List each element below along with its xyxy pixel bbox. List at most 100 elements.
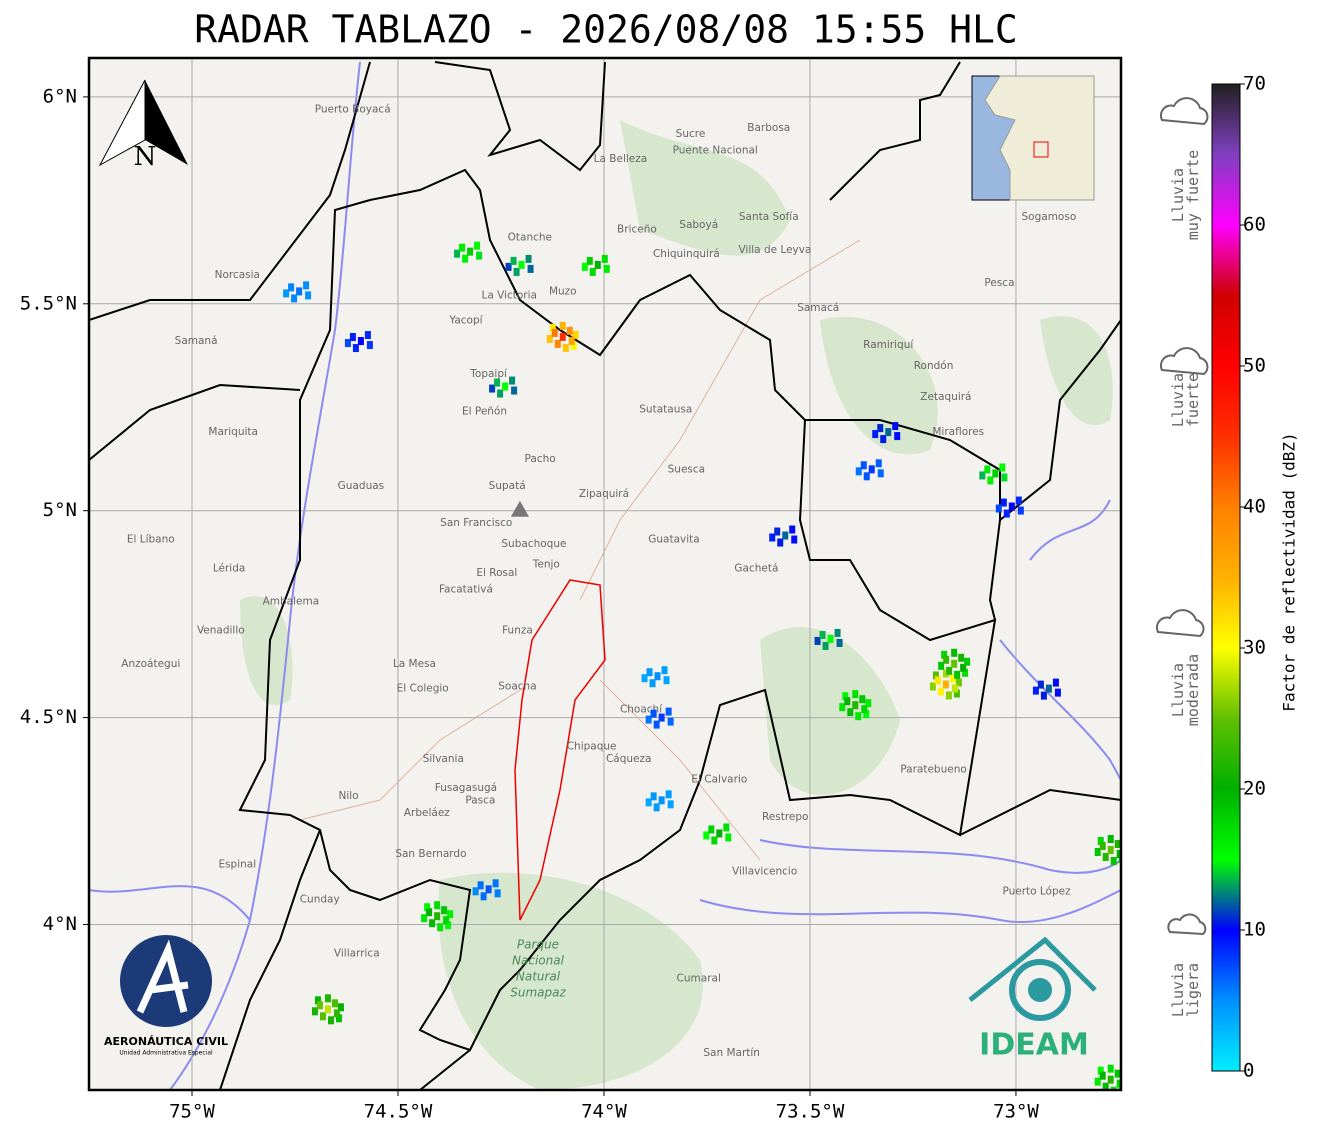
place-name: Norcasia <box>215 269 260 281</box>
colorbar: Factor de reflectividad (dBZ) 0 10 20 30 40 5… <box>1211 73 1299 1082</box>
rain-level-label: Lluvia <box>1169 168 1187 222</box>
radar-echo <box>979 463 1008 485</box>
place-name: Subachoque <box>501 538 566 550</box>
y-tick-label: 4.5°N <box>20 706 77 728</box>
place-name: Soacha <box>498 681 536 693</box>
place-name: Sutatausa <box>639 403 692 415</box>
colorbar-tick-label: 60 <box>1243 214 1266 236</box>
radar-echo <box>489 376 518 398</box>
north-label: N <box>134 142 157 172</box>
place-name: Villarrica <box>334 947 380 959</box>
place-name: Cumaral <box>677 972 721 984</box>
radar-echo <box>472 879 501 901</box>
park-label: Nacional <box>512 954 565 968</box>
place-name: Guatavita <box>648 534 699 546</box>
place-name: Tenjo <box>532 558 560 570</box>
colorbar-tick-label: 20 <box>1243 778 1266 800</box>
place-name: San Bernardo <box>395 848 466 860</box>
place-name: Cunday <box>300 894 340 906</box>
place-name: Topaipí <box>469 368 508 380</box>
radar-echo <box>344 331 373 353</box>
place-name: San Francisco <box>440 517 512 529</box>
place-name: Samacá <box>797 302 839 314</box>
place-name: Puerto López <box>1002 885 1071 897</box>
place-name: Saboyá <box>679 219 718 231</box>
place-name: Venadillo <box>197 625 245 637</box>
radar-echo <box>505 254 534 276</box>
place-name: Briceño <box>617 223 657 235</box>
radar-echo <box>855 459 884 481</box>
place-name: El Líbano <box>127 534 175 546</box>
place-name: Zipaquirá <box>579 488 629 500</box>
radar-echo <box>311 994 344 1025</box>
place-name: Lérida <box>213 563 245 575</box>
place-name: El Peñón <box>462 405 507 417</box>
y-tick-label: 6°N <box>43 85 77 107</box>
radar-echo <box>929 669 962 700</box>
radar-echo <box>814 628 843 650</box>
place-name: Espinal <box>218 858 256 870</box>
place-name: Yacopí <box>448 314 483 326</box>
place-name: Facatativá <box>439 583 493 595</box>
aeronautica-sub: Unidad Administrativa Especial <box>119 1050 213 1057</box>
place-name: Choachí <box>620 703 663 715</box>
place-name: Santa Sofía <box>739 211 799 223</box>
aeronautica-label: AERONÁUTICA CIVIL <box>104 1035 228 1048</box>
echoes <box>283 241 1121 1090</box>
place-name: Guaduas <box>338 480 384 492</box>
boundaries <box>89 61 1121 1090</box>
y-tick-label: 5.5°N <box>20 292 77 314</box>
radar-echo <box>938 648 971 679</box>
place-name: Anzoátegui <box>121 658 180 670</box>
y-tick-label: 5°N <box>43 499 77 521</box>
place-name: Supatá <box>489 480 526 492</box>
x-tick-label: 73.5°W <box>776 1101 845 1123</box>
ideam-logo: IDEAM <box>968 936 1097 1063</box>
place-name: Miraflores <box>932 426 984 438</box>
place-name: Chiquinquirá <box>653 248 720 260</box>
place-name: Cáqueza <box>606 753 652 765</box>
place-name: La Mesa <box>393 658 436 670</box>
radar-site <box>510 500 529 517</box>
place-name: Barbosa <box>747 122 790 134</box>
place-name: Nilo <box>338 790 358 802</box>
place-name: El Rosal <box>476 567 517 579</box>
place-name: San Martín <box>703 1047 760 1059</box>
place-name: Villa de Leyva <box>738 244 811 256</box>
place-name: Pesca <box>984 277 1014 289</box>
park-label: Parque <box>517 938 559 952</box>
place-name: Pasca <box>465 794 495 806</box>
places: Villavicencio Villa de Leyva Sogamoso Zipaq… <box>121 103 1076 1058</box>
map-frame <box>87 56 1123 1092</box>
grid <box>89 58 1121 1090</box>
radar-echo <box>283 281 312 303</box>
place-name: Chipaque <box>567 741 617 753</box>
radar-echo <box>641 666 670 688</box>
place-name: Zetaquirá <box>920 391 971 403</box>
radar-echo <box>645 707 674 729</box>
colorbar-tick-label: 30 <box>1243 637 1266 659</box>
place-name: Gachetá <box>734 563 778 575</box>
radar-echo <box>703 823 732 845</box>
roads <box>299 239 861 861</box>
place-name: Muzo <box>549 285 577 297</box>
radar-echo <box>454 241 483 263</box>
park-label: Natural <box>516 970 561 984</box>
radar-echo <box>581 254 610 276</box>
rain-level-label: Lluvia <box>1169 663 1187 717</box>
place-name: La Victoria <box>481 290 536 302</box>
x-tick-label: 74.5°W <box>364 1101 433 1123</box>
rain-level-label: Lluvia <box>1169 373 1187 427</box>
title: RADAR TABLAZO - 2026/08/08 15:55 HLC <box>194 8 1018 52</box>
place-name: Puerto Boyacá <box>315 103 391 115</box>
x-tick-label: 74°W <box>581 1101 627 1123</box>
place-name: Restrepo <box>762 811 809 823</box>
place-name: Fusagasugá <box>435 782 497 794</box>
radar-echo <box>1094 835 1121 865</box>
radar-echo <box>995 496 1024 518</box>
place-name: Samaná <box>175 335 218 347</box>
aeronautica-logo: AERONÁUTICA CIVIL Unidad Administrativa … <box>104 935 228 1057</box>
place-name: Pacho <box>525 453 556 465</box>
colorbar-tick-label: 50 <box>1243 355 1266 377</box>
